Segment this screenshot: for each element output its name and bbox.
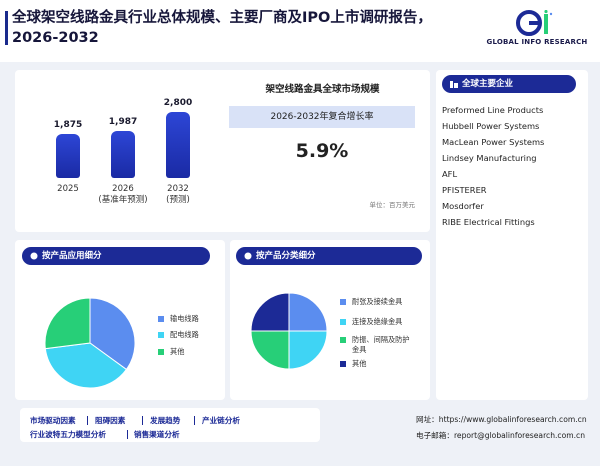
pie-slice [288, 330, 327, 369]
market-size-card [15, 70, 430, 232]
logo-mark-icon [516, 9, 553, 36]
product-pie-chart [251, 293, 327, 369]
legend-label: 输电线路 [170, 314, 199, 323]
company-item: Lindsey Manufacturing [442, 153, 537, 163]
report-title: 全球架空线路金具行业总体规模、主要厂商及IPO上市调研报告，2026-2032 [12, 10, 432, 46]
bar-year-label: 2026 [112, 184, 134, 194]
pie-icon [30, 252, 38, 260]
bar-sub-label: (预测) [166, 195, 190, 205]
unit-label: 单位：百万美元 [369, 201, 416, 209]
pie-slice [89, 298, 135, 371]
legend-label: 耐张及接续金具 [352, 297, 403, 306]
cagr-label: 2026-2032年复合增长率 [229, 106, 415, 128]
footer-link: 阻碍因素 [95, 416, 126, 425]
companies-title: 全球主要企业 [442, 75, 576, 93]
legend-label: 防振、间隔及防护 金具 [352, 335, 410, 354]
pie-slice [45, 298, 91, 350]
cagr-value: 5.9% [295, 140, 349, 162]
legend-swatch [158, 349, 164, 355]
bar-year-label: 2025 [57, 184, 79, 194]
application-title: 按产品应用细分 [22, 247, 210, 265]
company-item: Preformed Line Products [442, 105, 544, 115]
legend-swatch [340, 361, 346, 367]
website-text: 网址：https://www.globalinforesearch.com.cn [416, 415, 587, 424]
company-item: RIBE Electrical Fittings [442, 217, 535, 227]
legend-label: 其他 [352, 359, 367, 368]
email-text: 电子邮箱：report@globalinforesearch.com.cn [416, 431, 586, 440]
building-icon [450, 81, 458, 88]
legend-swatch [340, 319, 346, 325]
footer-link: 市场驱动因素 [30, 416, 76, 425]
pie-slice [288, 293, 327, 332]
legend-label: 连接及绝缘金具 [352, 317, 403, 326]
companies-title-text: 全球主要企业 [462, 79, 514, 89]
company-item: Mosdorfer [442, 201, 484, 211]
legend-swatch [158, 316, 164, 322]
bar-value-label: 1,875 [53, 119, 83, 130]
bar-value-label: 1,987 [108, 117, 138, 128]
bar-year-label: 2032 [167, 184, 189, 194]
pie-icon [244, 252, 252, 260]
footer-separator [127, 430, 128, 439]
footer-link: 行业波特五力模型分析 [30, 430, 106, 439]
application-pie-chart [45, 298, 135, 388]
bar-value-label: 2,800 [163, 98, 193, 108]
footer-separator [142, 416, 143, 425]
application-title-text: 按产品应用细分 [42, 251, 102, 261]
gir-logo: GLOBAL INFO RESEARCH [482, 9, 592, 50]
market-bar [56, 133, 80, 178]
logo-text: GLOBAL INFO RESEARCH [486, 38, 588, 46]
footer-link: 销售渠道分析 [134, 430, 180, 439]
product-title: 按产品分类细分 [236, 247, 422, 265]
company-item: AFL [442, 169, 458, 179]
market-panel-title: 架空线路金具全球市场规模 [265, 84, 380, 95]
legend-swatch [340, 337, 346, 343]
legend-swatch [158, 332, 164, 338]
product-title-text: 按产品分类细分 [256, 251, 316, 261]
legend-swatch [340, 299, 346, 305]
pie-slice [251, 293, 290, 332]
header: 全球架空线路金具行业总体规模、主要厂商及IPO上市调研报告，2026-2032 … [0, 0, 600, 62]
companies-card [436, 70, 588, 400]
pie-slice [251, 330, 290, 369]
company-item: MacLean Power Systems [442, 137, 545, 147]
bar-sub-label: (基准年预测) [98, 195, 148, 205]
legend-label: 其他 [170, 347, 185, 356]
company-item: PFISTERER [442, 185, 487, 195]
footer-links-panel [20, 408, 320, 442]
footer-separator [87, 416, 88, 425]
market-bar [166, 112, 190, 178]
pie-slice [45, 342, 128, 388]
company-item: Hubbell Power Systems [442, 121, 540, 131]
market-bar [111, 131, 135, 178]
footer-link: 发展趋势 [150, 416, 181, 425]
legend-label: 配电线路 [170, 330, 199, 339]
footer-link: 产业链分析 [202, 416, 240, 425]
footer-separator [194, 416, 195, 425]
title-accent-bar [5, 11, 8, 45]
